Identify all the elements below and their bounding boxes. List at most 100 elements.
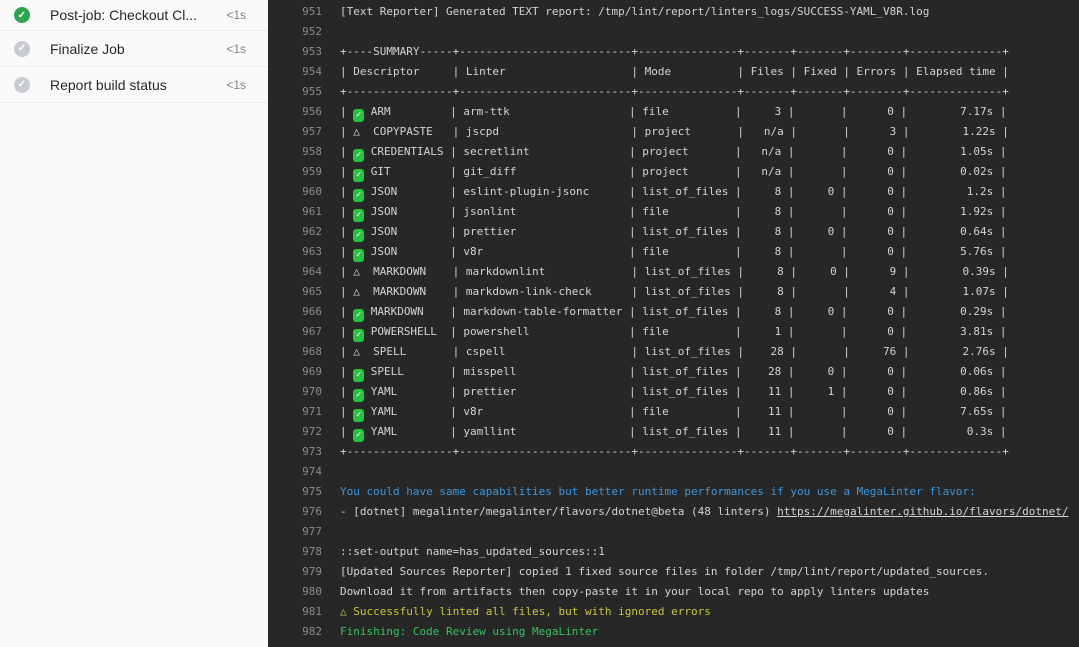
line-number[interactable]: 969 xyxy=(302,365,322,378)
line-number[interactable]: 966 xyxy=(302,305,322,318)
line-content: | ✓ POWERSHELL | powershell | file | 1 |… xyxy=(340,325,1007,342)
gray-check-icon: ✓ xyxy=(14,40,30,57)
log-line: 963 | ✓ JSON | v8r | file | 8 | | 0 | 5.7… xyxy=(268,242,1079,262)
line-content: ::set-output name=has_updated_sources::1 xyxy=(340,545,605,558)
sidebar-step-report-build-status[interactable]: ✓ Report build status <1s xyxy=(0,67,268,103)
log-line: 956 | ✓ ARM | arm-ttk | file | 3 | | 0 | … xyxy=(268,102,1079,122)
log-line: 982 Finishing: Code Review using MegaLint… xyxy=(268,622,1079,642)
line-content: △ Successfully linted all files, but wit… xyxy=(340,605,711,618)
step-label: Post-job: Checkout Cl... xyxy=(50,7,198,23)
sidebar-step-post-job-checkout[interactable]: ✓ Post-job: Checkout Cl... <1s xyxy=(0,0,268,31)
line-number[interactable]: 959 xyxy=(302,165,322,178)
line-number[interactable]: 978 xyxy=(302,545,322,558)
line-content: | ✓ YAML | prettier | list_of_files | 11… xyxy=(340,385,1007,402)
log-line: 964 | △ MARKDOWN | markdownlint | list_of… xyxy=(268,262,1079,282)
line-number[interactable]: 981 xyxy=(302,605,322,618)
line-content: | △ SPELL | cspell | list_of_files | 28 … xyxy=(340,342,1009,362)
log-lines: 951 [Text Reporter] Generated TEXT report… xyxy=(268,2,1079,642)
step-duration: <1s xyxy=(226,41,246,56)
line-number[interactable]: 957 xyxy=(302,125,322,138)
log-line: 965 | △ MARKDOWN | markdown-link-check | … xyxy=(268,282,1079,302)
line-number[interactable]: 980 xyxy=(302,585,322,598)
line-content: | ✓ JSON | jsonlint | file | 8 | | 0 | 1… xyxy=(340,205,1007,222)
success-square-icon: ✓ xyxy=(353,189,365,202)
log-line: 981 △ Successfully linted all files, but … xyxy=(268,602,1079,622)
log-line: 958 | ✓ CREDENTIALS | secretlint | projec… xyxy=(268,142,1079,162)
line-content: Download it from artifacts then copy-pas… xyxy=(340,585,930,598)
line-number[interactable]: 976 xyxy=(302,505,322,518)
steps-sidebar: ✓ Post-job: Checkout Cl... <1s ✓ Finaliz… xyxy=(0,0,268,647)
success-square-icon: ✓ xyxy=(353,249,365,262)
line-content: [Text Reporter] Generated TEXT report: /… xyxy=(340,5,930,18)
log-link[interactable]: https://megalinter.github.io/flavors/dot… xyxy=(777,505,1069,518)
line-number[interactable]: 956 xyxy=(302,105,322,118)
log-line: 971 | ✓ YAML | v8r | file | 11 | | 0 | 7.… xyxy=(268,402,1079,422)
log-line: 967 | ✓ POWERSHELL | powershell | file | … xyxy=(268,322,1079,342)
line-number[interactable]: 960 xyxy=(302,185,322,198)
line-number[interactable]: 968 xyxy=(302,345,322,358)
success-square-icon: ✓ xyxy=(353,229,365,242)
success-square-icon: ✓ xyxy=(353,169,365,182)
line-number[interactable]: 963 xyxy=(302,245,322,258)
line-number[interactable]: 974 xyxy=(302,465,322,478)
line-number[interactable]: 951 xyxy=(302,5,322,18)
line-number[interactable]: 955 xyxy=(302,85,322,98)
line-number[interactable]: 970 xyxy=(302,385,322,398)
log-line: 951 [Text Reporter] Generated TEXT report… xyxy=(268,2,1079,22)
line-number[interactable]: 977 xyxy=(302,525,322,538)
line-content: | ✓ MARKDOWN | markdown-table-formatter … xyxy=(340,305,1007,322)
log-line: 979 [Updated Sources Reporter] copied 1 f… xyxy=(268,562,1079,582)
warning-triangle-icon: △ xyxy=(353,345,360,358)
line-number[interactable]: 973 xyxy=(302,445,322,458)
sidebar-step-finalize-job[interactable]: ✓ Finalize Job <1s xyxy=(0,31,268,67)
success-square-icon: ✓ xyxy=(353,429,365,442)
line-number[interactable]: 967 xyxy=(302,325,322,338)
line-number[interactable]: 965 xyxy=(302,285,322,298)
line-number[interactable]: 972 xyxy=(302,425,322,438)
log-line: 972 | ✓ YAML | yamllint | list_of_files |… xyxy=(268,422,1079,442)
green-check-icon: ✓ xyxy=(14,7,30,23)
step-label: Report build status xyxy=(50,76,167,93)
line-number[interactable]: 982 xyxy=(302,625,322,638)
log-line: 975 You could have same capabilities but … xyxy=(268,482,1079,502)
step-label: Finalize Job xyxy=(50,40,125,57)
line-content: [Updated Sources Reporter] copied 1 fixe… xyxy=(340,565,990,578)
log-viewer[interactable]: 951 [Text Reporter] Generated TEXT report… xyxy=(268,0,1079,647)
line-content: +----------------+----------------------… xyxy=(340,445,1009,458)
log-line: 978::set-output name=has_updated_sources… xyxy=(268,542,1079,562)
success-square-icon: ✓ xyxy=(353,209,365,222)
line-number[interactable]: 975 xyxy=(302,485,322,498)
line-number[interactable]: 979 xyxy=(302,565,322,578)
gray-check-icon: ✓ xyxy=(14,76,30,93)
log-line: 977 xyxy=(268,522,1079,542)
log-line: 970 | ✓ YAML | prettier | list_of_files |… xyxy=(268,382,1079,402)
line-content: | ✓ JSON | prettier | list_of_files | 8 … xyxy=(340,225,1007,242)
warning-triangle-icon: △ xyxy=(353,125,360,138)
line-content: | ✓ YAML | yamllint | list_of_files | 11… xyxy=(340,425,1007,442)
line-content: | ✓ YAML | v8r | file | 11 | | 0 | 7.65s… xyxy=(340,405,1007,422)
log-line: 962 | ✓ JSON | prettier | list_of_files |… xyxy=(268,222,1079,242)
line-number[interactable]: 962 xyxy=(302,225,322,238)
log-line: 973 +----------------+-------------------… xyxy=(268,442,1079,462)
line-content: | ✓ CREDENTIALS | secretlint | project |… xyxy=(340,145,1007,162)
line-number[interactable]: 952 xyxy=(302,25,322,38)
line-number[interactable]: 958 xyxy=(302,145,322,158)
warning-triangle-icon: △ xyxy=(353,285,360,298)
line-content: | △ COPYPASTE | jscpd | project | n/a | … xyxy=(340,122,1009,142)
line-number[interactable]: 954 xyxy=(302,65,322,78)
log-line: 966 | ✓ MARKDOWN | markdown-table-formatt… xyxy=(268,302,1079,322)
line-number[interactable]: 971 xyxy=(302,405,322,418)
line-content: +----------------+----------------------… xyxy=(340,85,1009,98)
success-square-icon: ✓ xyxy=(353,389,365,402)
line-content: | △ MARKDOWN | markdown-link-check | lis… xyxy=(340,282,1009,302)
log-line: 960 | ✓ JSON | eslint-plugin-jsonc | list… xyxy=(268,182,1079,202)
log-line: 957 | △ COPYPASTE | jscpd | project | n/a… xyxy=(268,122,1079,142)
line-number[interactable]: 964 xyxy=(302,265,322,278)
line-content: - [dotnet] megalinter/megalinter/flavors… xyxy=(340,505,1069,518)
line-number[interactable]: 961 xyxy=(302,205,322,218)
line-content: | ✓ JSON | eslint-plugin-jsonc | list_of… xyxy=(340,185,1007,202)
line-number[interactable]: 953 xyxy=(302,45,322,58)
log-line: 968 | △ SPELL | cspell | list_of_files | … xyxy=(268,342,1079,362)
line-content: +----SUMMARY-----+----------------------… xyxy=(340,45,1009,58)
